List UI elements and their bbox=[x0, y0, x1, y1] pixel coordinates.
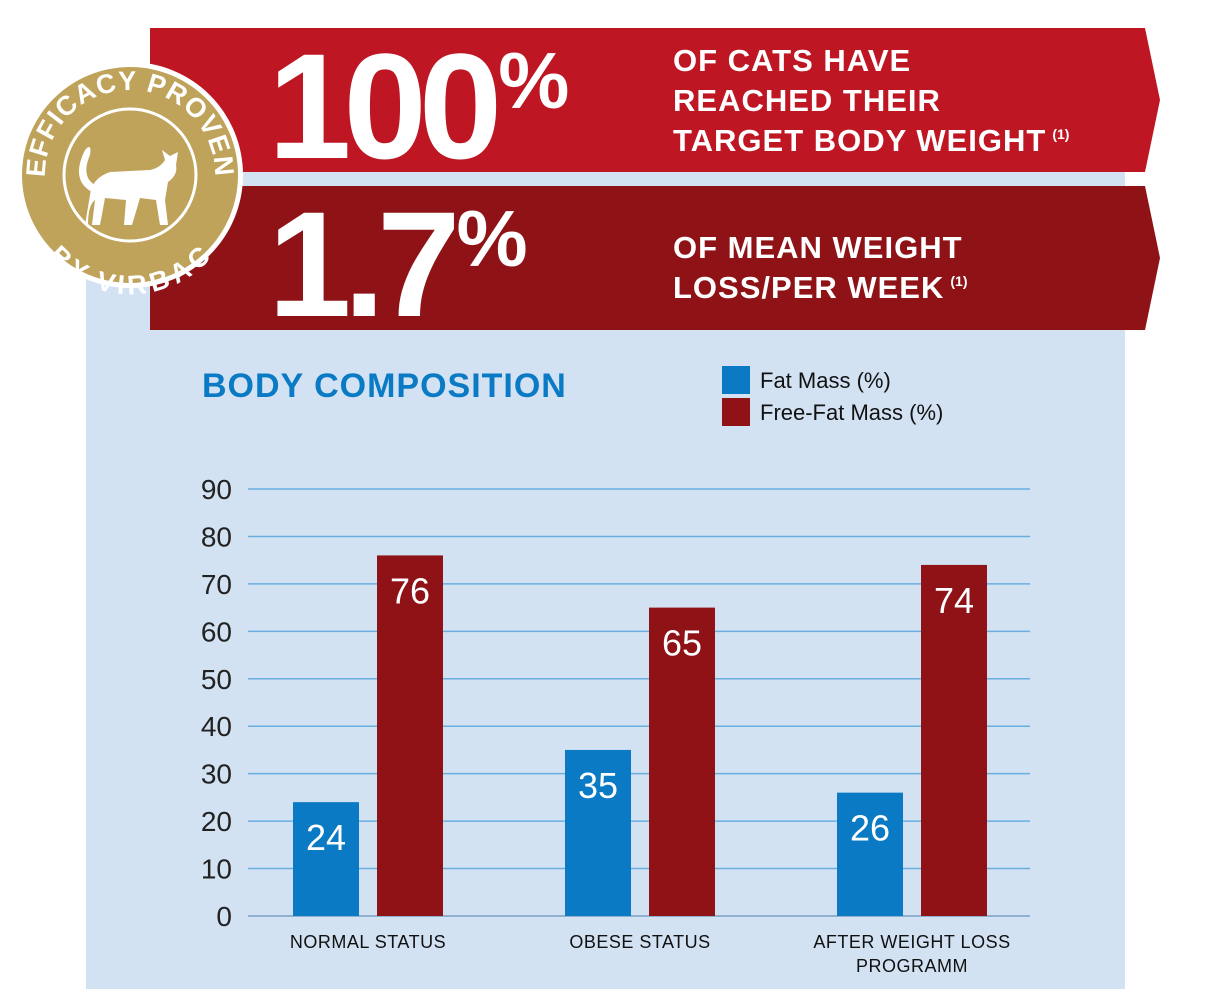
legend-label: Fat Mass (%) bbox=[760, 368, 891, 393]
y-tick-label: 70 bbox=[201, 569, 232, 600]
note-ref: (1) bbox=[1052, 126, 1069, 142]
bar bbox=[921, 564, 987, 916]
banner-text: REACHED THEIR bbox=[673, 83, 941, 118]
y-tick-label: 0 bbox=[216, 901, 232, 932]
stat-unit: % bbox=[498, 36, 569, 125]
y-tick-label: 80 bbox=[201, 521, 232, 552]
banner-text: LOSS/PER WEEK bbox=[673, 270, 944, 305]
chart-title: BODY COMPOSITION bbox=[202, 367, 567, 405]
y-tick-label: 30 bbox=[201, 759, 232, 790]
banner bbox=[150, 28, 1160, 172]
x-tick-label: OBESE STATUS bbox=[569, 932, 711, 952]
bar bbox=[649, 607, 715, 916]
data-label: 35 bbox=[578, 765, 618, 806]
y-tick-label: 20 bbox=[201, 806, 232, 837]
bar bbox=[377, 555, 443, 916]
y-tick-label: 90 bbox=[201, 474, 232, 505]
y-tick-label: 50 bbox=[201, 664, 232, 695]
x-tick-label: AFTER WEIGHT LOSS PROGRAMM bbox=[813, 932, 1011, 976]
data-label: 65 bbox=[662, 623, 702, 664]
legend-swatch bbox=[722, 366, 750, 394]
y-tick-label: 60 bbox=[201, 616, 232, 647]
y-tick-label: 10 bbox=[201, 854, 232, 885]
bar bbox=[565, 749, 631, 916]
bar bbox=[293, 802, 359, 916]
banner-text: TARGET BODY WEIGHT bbox=[673, 123, 1046, 158]
note-ref: (1) bbox=[950, 273, 967, 289]
data-label: 24 bbox=[306, 817, 346, 858]
legend-swatch bbox=[722, 398, 750, 426]
banner bbox=[150, 186, 1160, 330]
badge: EFFICACY PROVEN BY VIRBAC bbox=[17, 62, 243, 301]
legend-label: Free-Fat Mass (%) bbox=[760, 400, 943, 425]
data-label: 26 bbox=[850, 808, 890, 849]
stat-number: 1.7 bbox=[268, 180, 454, 348]
x-tick-label: NORMAL STATUS bbox=[289, 932, 447, 952]
banner-text: OF CATS HAVE bbox=[673, 43, 911, 78]
cat-icon bbox=[78, 146, 178, 225]
data-label: 76 bbox=[390, 570, 430, 611]
data-label: 74 bbox=[934, 580, 974, 621]
stat-number: 100 bbox=[268, 22, 497, 190]
y-tick-label: 40 bbox=[201, 711, 232, 742]
banner-text: OF MEAN WEIGHT bbox=[673, 230, 963, 265]
bar bbox=[837, 792, 903, 916]
stat-unit: % bbox=[457, 194, 528, 283]
